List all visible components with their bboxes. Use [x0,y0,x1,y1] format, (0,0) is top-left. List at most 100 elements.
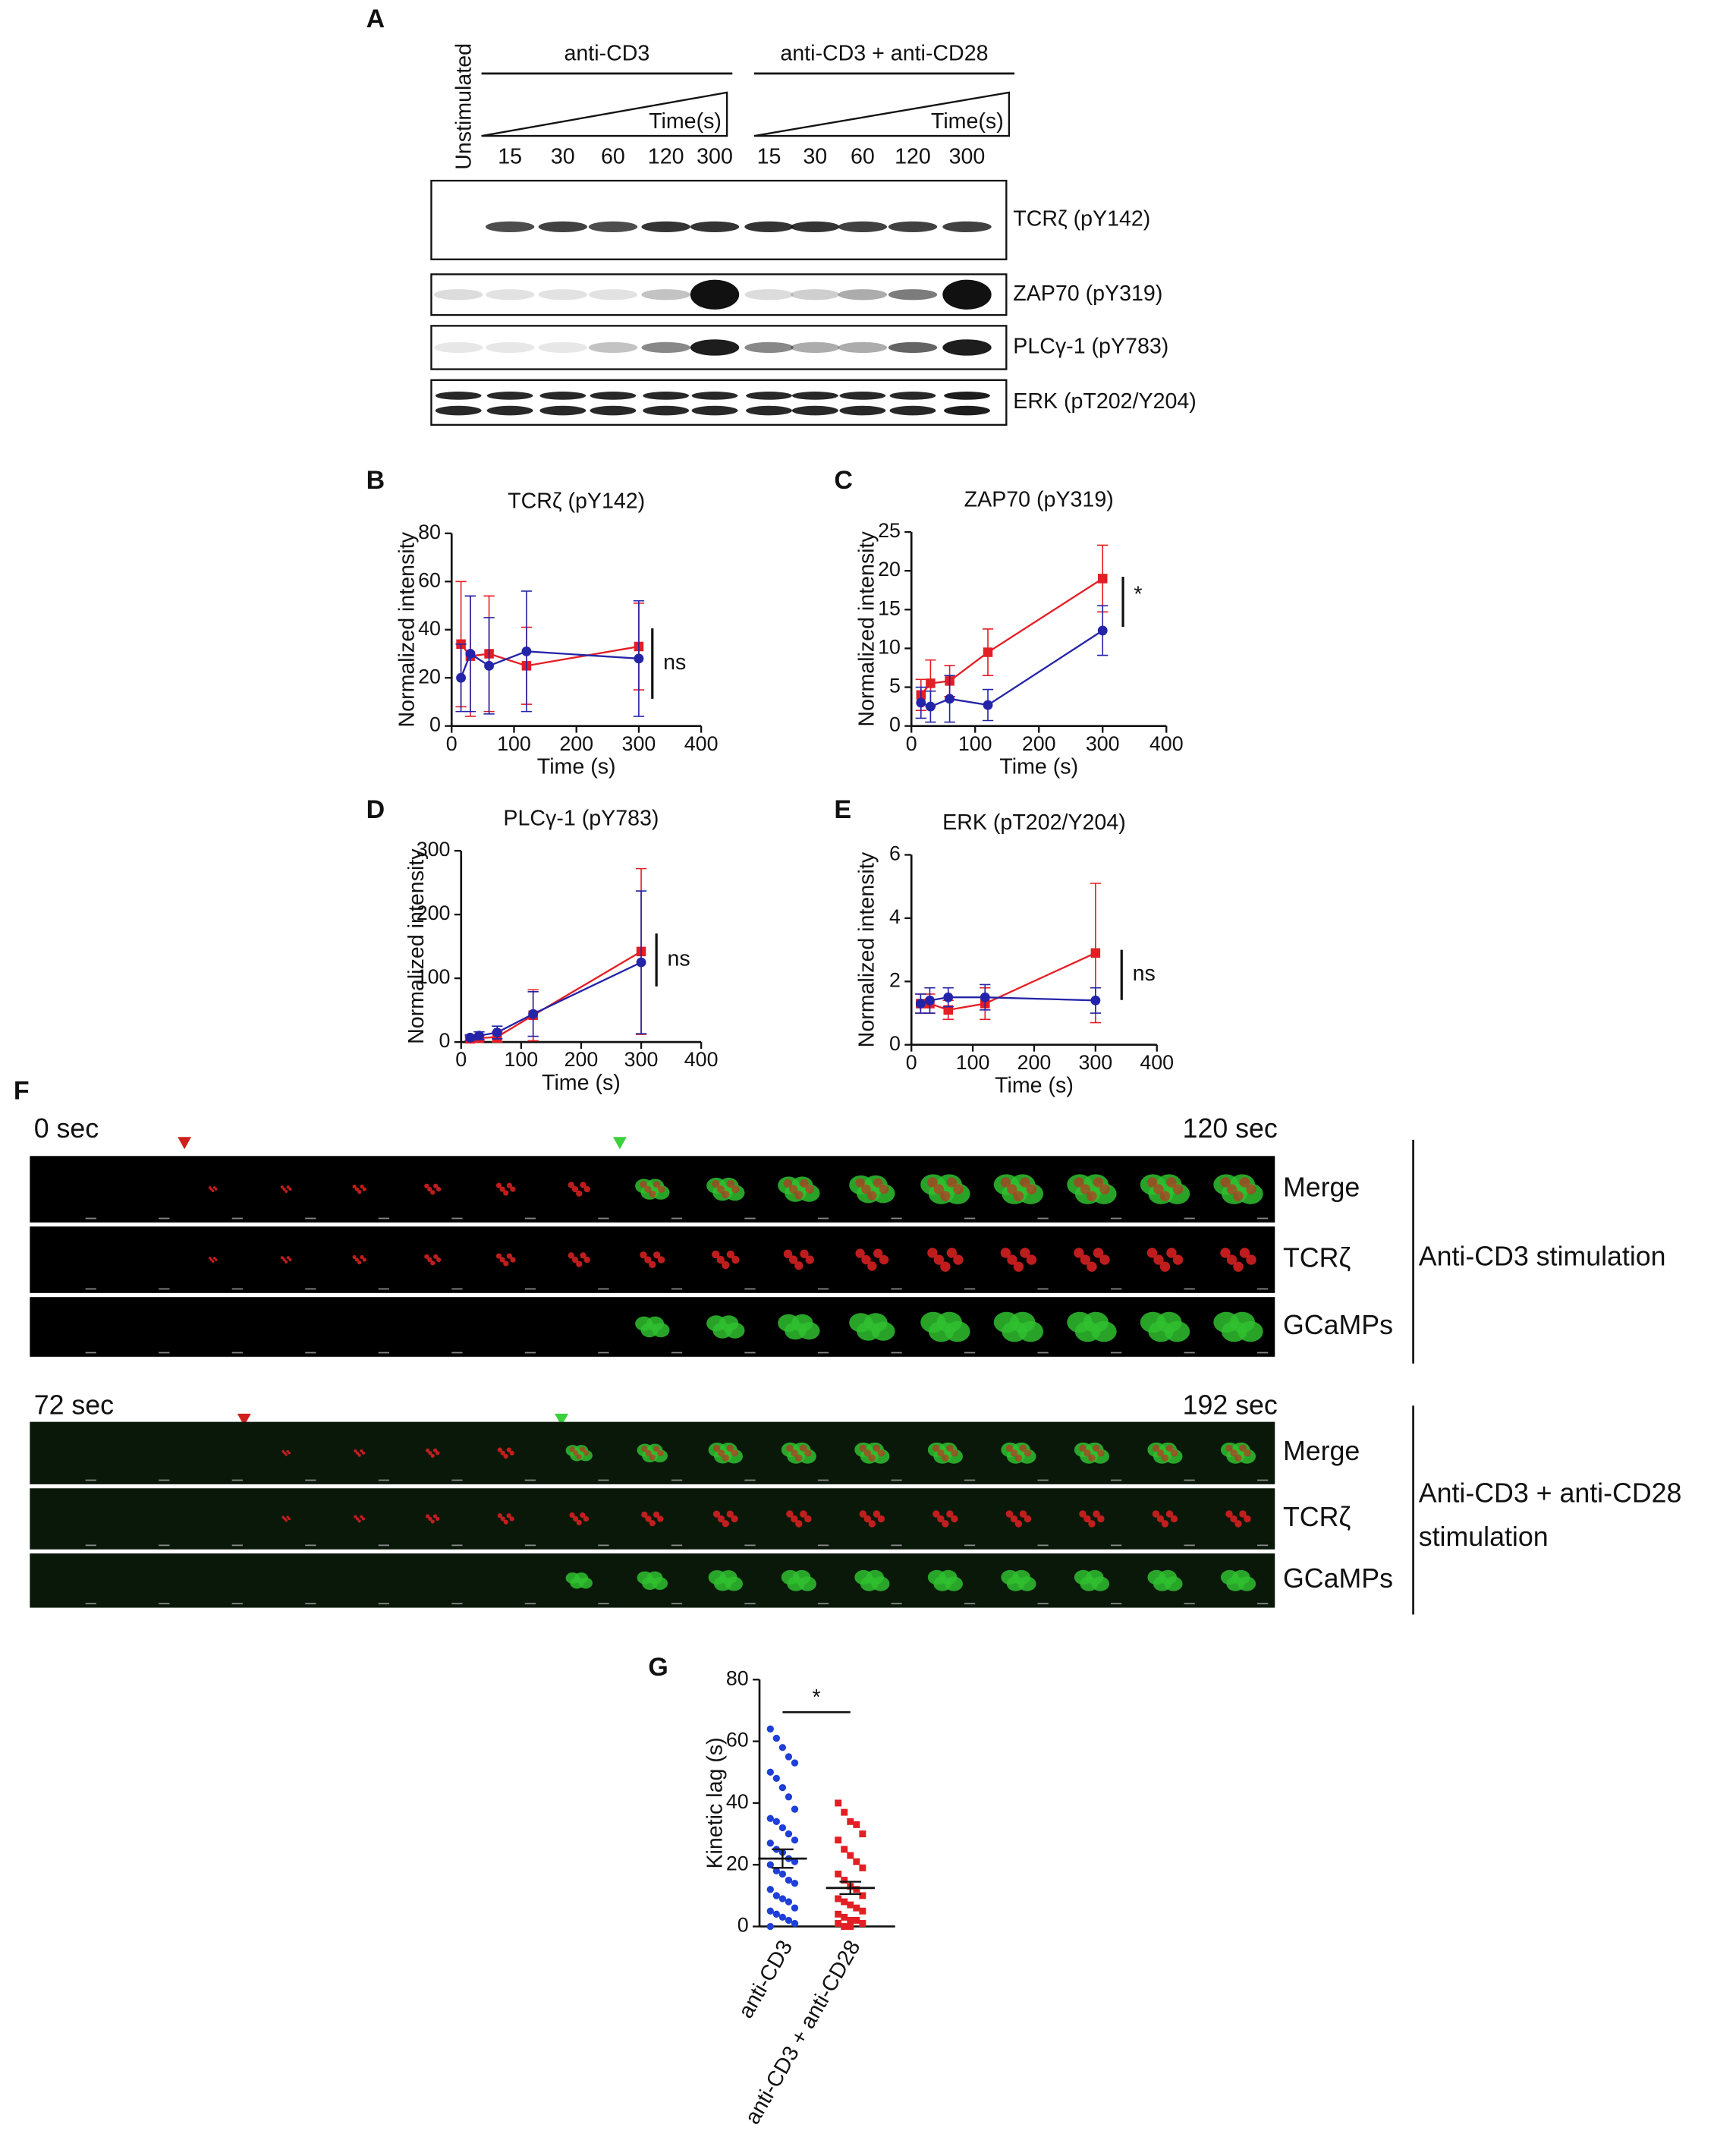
cell-red [937,1515,945,1523]
y-tick-label: 40 [418,617,441,640]
dot [835,1920,842,1927]
dot [835,1870,842,1877]
band [888,341,938,354]
cell-red [214,1258,218,1261]
dot [785,1793,793,1801]
cell-red [1024,1449,1032,1457]
cell-red [285,1260,288,1264]
cell-green [725,1322,745,1339]
band [944,405,990,416]
band-label: ERK (pT202/Y204) [1013,389,1197,414]
cell-red [1000,1177,1011,1188]
dot [853,1904,860,1912]
cell-red [1099,1254,1110,1265]
y-tick-label: 4 [889,905,901,928]
cell-red [946,1444,954,1452]
marker [1097,625,1108,636]
cell-red [794,1191,804,1200]
marker [983,647,993,657]
cell-red [1020,1248,1030,1258]
dot [841,1923,848,1931]
cell-red [1225,1510,1233,1518]
dot [859,1907,866,1915]
band [746,405,792,416]
cell-red [362,1257,366,1262]
x-tick-label: 0 [455,1048,467,1071]
dot [778,1824,787,1832]
dot [841,1913,848,1921]
condition-label: stimulation [1419,1522,1549,1552]
y-tick-label: 40 [726,1790,749,1813]
marker [465,1032,476,1043]
cell-green [1238,1576,1256,1591]
dot [772,1774,780,1783]
cell-red [933,1184,945,1194]
cell-green [1238,1320,1263,1342]
lane-time: 30 [803,144,827,168]
band [838,289,888,301]
cell-red [657,1449,664,1456]
y-axis-label: Normalized intensity [395,531,420,727]
cell-red [653,1181,661,1188]
cell-red [1172,1254,1184,1265]
cell-red [288,1517,291,1521]
x-tick-label: 200 [1022,732,1056,755]
cell-red [1244,1515,1251,1523]
band [643,405,690,416]
cell-red [1079,1510,1087,1518]
cell-green [1164,1320,1190,1342]
y-tick-label: 80 [418,521,441,543]
cell-red [879,1254,889,1265]
y-axis-label: Normalized intensity [855,851,879,1047]
band [838,341,888,354]
cell-red [657,1515,664,1522]
cell-red [1007,1254,1017,1265]
cell-red [1020,1177,1030,1188]
cell-red [432,1514,438,1519]
marker [636,957,646,968]
y-axis-label: Kinetic lag (s) [703,1737,727,1868]
cell-red [649,1519,656,1527]
band [744,289,794,301]
cell-red [428,1451,432,1456]
band [590,392,637,400]
cell-red [503,1190,509,1196]
dot [778,1870,787,1878]
cell-red [580,1252,587,1259]
dot [847,1852,854,1859]
cell-red [645,1515,652,1522]
cell-red [1010,1449,1018,1457]
cell-red [868,1520,876,1528]
channel-label: TCRζ [1283,1242,1351,1273]
cell-red [946,1177,958,1188]
y-tick-label: 0 [439,1029,451,1052]
cell-green [945,1320,970,1342]
time-end: 192 sec [1183,1390,1278,1420]
cell-red [1153,1254,1164,1265]
dot [772,1867,780,1875]
cell-red [361,1451,366,1455]
y-tick-label: 15 [878,596,901,619]
cell-red [1083,1515,1091,1523]
band [486,405,533,416]
cell-red [500,1450,505,1456]
cell-red [1166,1248,1177,1258]
cell-red [1097,1449,1105,1457]
cell-red [657,1256,665,1264]
cell-red [1233,1191,1244,1201]
band [434,341,483,354]
cell-red [731,1185,740,1194]
cell-red [731,1515,738,1523]
cell-red [644,1185,652,1193]
time-label: Time(s) [931,109,1004,134]
cell-red [583,1256,590,1264]
band-label: TCRζ (pY142) [1013,206,1150,231]
x-tick-label: 200 [559,732,593,755]
cell-red [873,1178,883,1188]
cell-red [1230,1515,1238,1523]
cell-red [576,1519,582,1526]
dot [835,1799,842,1807]
chart-title: ERK (pT202/Y204) [942,810,1126,835]
cell-red [712,1250,720,1259]
panel-label: F [14,1076,30,1105]
